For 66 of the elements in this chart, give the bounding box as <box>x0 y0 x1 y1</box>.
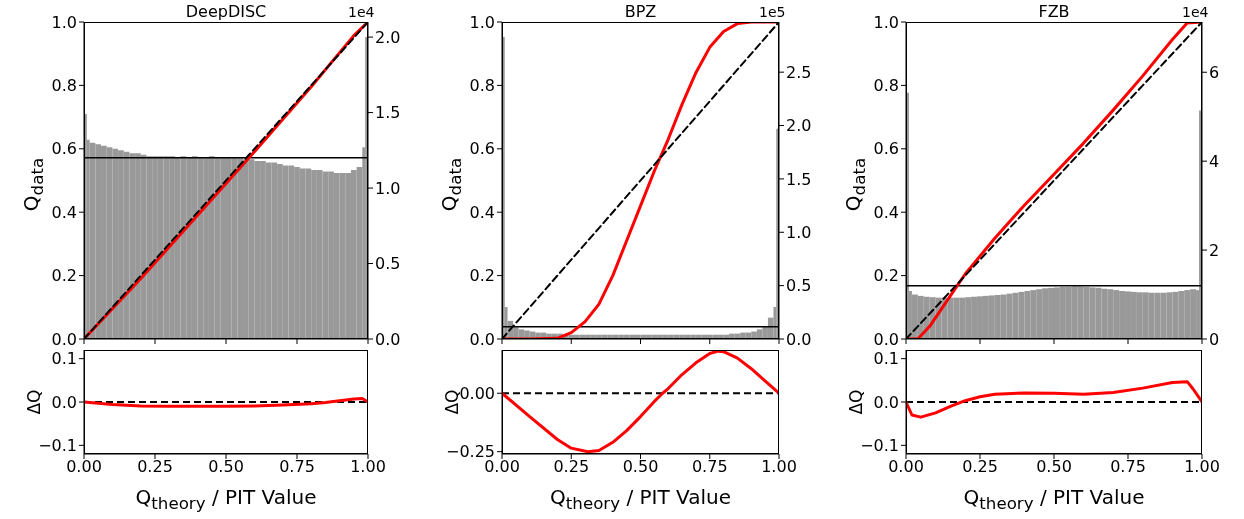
text: 1e4 <box>348 3 375 22</box>
y2-tick-label: 2.0 <box>786 116 812 136</box>
y-tick-label: 0.4 <box>51 202 77 222</box>
x-tick-label: 0.25 <box>553 457 590 477</box>
x-axis-title: Q$_{theory}$ / PIT Value <box>962 484 1146 515</box>
y2-tick-label: 2.5 <box>786 62 812 82</box>
y-axis-title: ΔQ <box>846 389 866 415</box>
chart-title: BPZ <box>624 2 657 21</box>
text: 1e5 <box>759 3 786 22</box>
y-tick-label: 0.0 <box>51 392 77 412</box>
y-tick-label: 0.00 <box>459 383 495 403</box>
y-tick-label: 0.6 <box>873 139 899 159</box>
x-tick-label: 0.50 <box>622 457 659 477</box>
x-tick-label: 0.75 <box>691 457 728 477</box>
x-tick-label: 0.00 <box>66 457 102 477</box>
x-tick-label: 0.75 <box>1110 457 1146 477</box>
x-tick-label: 1.00 <box>350 457 386 477</box>
y-tick-label: −0.1 <box>860 436 899 456</box>
y-tick-label: 1.0 <box>873 12 899 32</box>
y-tick-label: 0.4 <box>469 202 495 222</box>
x-tick-label: 1.00 <box>1184 457 1220 477</box>
y2-tick-label: 1.0 <box>375 178 401 198</box>
y-tick-label: 0.8 <box>469 76 495 96</box>
y2-tick-label: 1.0 <box>786 222 812 242</box>
x-tick-label: 0.25 <box>962 457 998 477</box>
y-tick-label: 0.6 <box>51 139 77 159</box>
x-axis-title: Q$_{theory}$ / PIT Value <box>549 484 732 515</box>
y-tick-label: 0.0 <box>51 329 77 349</box>
x-tick-label: 0.00 <box>484 457 520 477</box>
y2-tick-label: 0.5 <box>375 254 401 274</box>
chart-title: DeepDISC <box>185 2 267 21</box>
x-tick-label: 0.50 <box>1036 457 1072 477</box>
y-tick-label: 0.1 <box>873 349 899 369</box>
y-tick-label: 0.2 <box>873 266 899 286</box>
y-tick-label: 0.2 <box>469 266 495 286</box>
y2-tick-label: 0 <box>1209 329 1220 349</box>
y2-tick-label: 1.5 <box>786 169 812 189</box>
x-axis-title: Q$_{theory}$ / PIT Value <box>134 484 318 515</box>
y-tick-label: 0.0 <box>469 329 495 349</box>
y-tick-label: 0.8 <box>873 76 899 96</box>
x-tick-label: 0.00 <box>888 457 924 477</box>
y2-tick-label: 6 <box>1209 62 1220 82</box>
y-tick-label: 1.0 <box>469 12 495 32</box>
y-tick-label: 0.2 <box>51 266 77 286</box>
x-tick-label: 1.00 <box>761 457 797 477</box>
y-axis-title: ΔQ <box>24 389 44 415</box>
y2-tick-label: 0.0 <box>786 329 812 349</box>
y2-tick-label: 2.0 <box>375 27 401 47</box>
x-tick-label: 0.50 <box>208 457 244 477</box>
x-tick-label: 0.25 <box>137 457 173 477</box>
y-tick-label: 0.6 <box>469 139 495 159</box>
x-tick-label: 0.75 <box>279 457 315 477</box>
chart-title: FZB <box>1038 2 1070 21</box>
y2-tick-label: 0.0 <box>375 329 401 349</box>
y2-tick-label: 0.5 <box>786 276 812 296</box>
y-tick-label: 0.0 <box>873 392 899 412</box>
y-tick-label: 1.0 <box>51 12 77 32</box>
y-tick-label: −0.1 <box>38 436 77 456</box>
y2-tick-label: 4 <box>1209 151 1220 171</box>
y-tick-label: 0.8 <box>51 76 77 96</box>
text: 1e4 <box>1182 3 1209 22</box>
y-tick-label: 0.4 <box>873 202 899 222</box>
y2-tick-label: 1.5 <box>375 103 401 123</box>
y-tick-label: 0.1 <box>51 349 77 369</box>
y2-tick-label: 2 <box>1209 240 1220 260</box>
y-tick-label: 0.0 <box>873 329 899 349</box>
